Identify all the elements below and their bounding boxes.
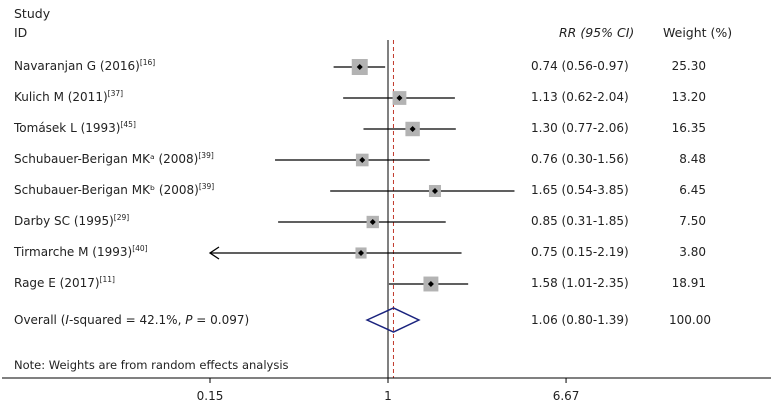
study-author: Rage E (2017): [14, 276, 100, 290]
study-label: Kulich M (2011)[37]: [14, 90, 123, 104]
study-reference: [45]: [120, 120, 136, 129]
study-author: Darby SC (1995): [14, 214, 114, 228]
point-estimate: [431, 188, 438, 194]
study-author: Kulich M (2011): [14, 90, 108, 104]
overall-diamond: [365, 307, 421, 333]
study-reference: [16]: [139, 58, 156, 67]
point-estimate: [427, 281, 434, 287]
point-estimate: [359, 157, 366, 163]
ci-truncation-arrow: [208, 246, 220, 260]
study-author: Schubauer-Berigan MKᵇ (2008): [14, 183, 199, 197]
study-weight: 8.48: [679, 152, 706, 166]
study-rr-ci: 1.30 (0.77-2.06): [531, 121, 629, 135]
study-author: Tomásek L (1993): [14, 121, 121, 135]
study-weight: 16.35: [671, 121, 706, 135]
point-estimate: [409, 126, 416, 132]
study-author: Tirmarche M (1993): [14, 245, 133, 259]
weight-header: Weight (%): [663, 25, 733, 40]
study-author: Schubauer-Berigan MKᵃ (2008): [14, 152, 199, 166]
study-rr-ci: 0.85 (0.31-1.85): [531, 214, 629, 228]
point-estimate: [396, 95, 403, 101]
overall-label: Overall (I-squared = 42.1%, P = 0.097): [14, 313, 250, 327]
study-reference: [39]: [198, 151, 214, 160]
study-label: Tirmarche M (1993)[40]: [14, 245, 148, 259]
study-rr-ci: 0.76 (0.30-1.56): [531, 152, 629, 166]
study-rr-ci: 1.65 (0.54-3.85): [531, 183, 629, 197]
study-weight: 13.20: [671, 90, 706, 104]
x-tick-label: 6.67: [552, 389, 580, 403]
study-label: Tomásek L (1993)[45]: [14, 121, 136, 135]
x-tick-label: 1: [384, 389, 392, 403]
study-reference: [39]: [198, 182, 215, 191]
study-rr-ci: 0.74 (0.56-0.97): [531, 59, 629, 73]
study-rr-ci: 1.58 (1.01-2.35): [531, 276, 629, 290]
weights-note: Note: Weights are from random effects an…: [14, 358, 289, 372]
study-label: Schubauer-Berigan MKᵇ (2008)[39]: [14, 183, 214, 197]
study-weight: 6.45: [679, 183, 706, 197]
study-reference: [11]: [99, 275, 115, 284]
study-label: Navaranjan G (2016)[16]: [14, 59, 155, 73]
study-label: Darby SC (1995)[29]: [14, 214, 129, 228]
rr-ci-header: RR (95% CI): [559, 25, 635, 40]
study-weight: 7.50: [679, 214, 706, 228]
study-weight: 25.30: [671, 59, 706, 73]
x-tick-label: 0.15: [196, 389, 224, 403]
overall-weight: 100.00: [669, 313, 711, 327]
point-estimate: [358, 250, 365, 256]
study-rr-ci: 0.75 (0.15-2.19): [531, 245, 629, 259]
study-reference: [37]: [107, 89, 124, 98]
overall-rr-ci: 1.06 (0.80-1.39): [531, 313, 629, 327]
id-header: ID: [14, 25, 28, 40]
study-reference: [40]: [132, 244, 148, 253]
study-rr-ci: 1.13 (0.62-2.04): [531, 90, 629, 104]
study-reference: [29]: [113, 213, 130, 222]
study-weight: 3.80: [679, 245, 706, 259]
study-header: Study: [14, 6, 51, 21]
point-estimate: [369, 219, 376, 225]
study-label: Rage E (2017)[11]: [14, 276, 115, 290]
point-estimate: [356, 64, 363, 70]
study-author: Navaranjan G (2016): [14, 59, 140, 73]
study-weight: 18.91: [671, 276, 706, 290]
study-label: Schubauer-Berigan MKᵃ (2008)[39]: [14, 152, 214, 166]
